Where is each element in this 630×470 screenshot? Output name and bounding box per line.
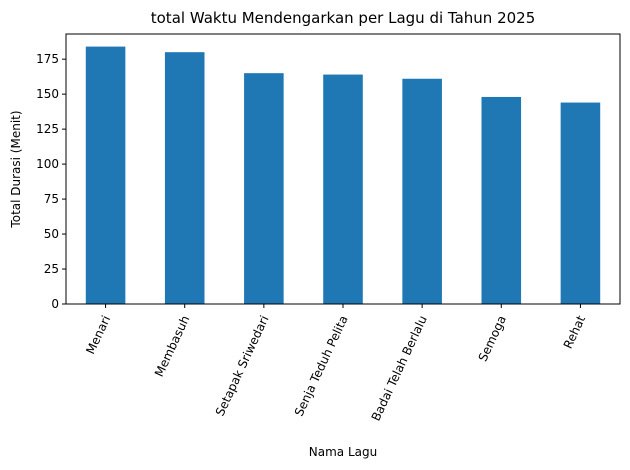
x-tick-label: Semoga (476, 313, 509, 363)
y-tick-label: 125 (36, 122, 59, 136)
y-tick-label: 0 (51, 297, 59, 311)
y-tick-label: 100 (36, 157, 59, 171)
y-tick-label: 75 (44, 192, 59, 206)
y-tick-label: 50 (44, 227, 59, 241)
x-tick-label: Rehat (561, 313, 589, 351)
y-tick-label: 25 (44, 262, 59, 276)
bar (323, 74, 363, 304)
bar (85, 46, 126, 305)
chart-title: total Waktu Mendengarkan per Lagu di Tah… (151, 9, 536, 27)
bar (481, 96, 522, 304)
x-tick-label: Membasuh (152, 313, 193, 379)
bar (164, 52, 205, 305)
x-axis-label: Nama Lagu (309, 445, 377, 459)
y-tick-label: 175 (36, 52, 59, 66)
x-tick-label: Senja Teduh Pelita (292, 313, 351, 418)
x-tick-label: Menari (83, 313, 113, 356)
x-tick-label: Setapak Sriwedari (213, 313, 272, 418)
y-axis-ticks: 0 25 50 75 100 125 150 175 (36, 52, 66, 311)
x-tick-label: Badai Telah Berlalu (369, 313, 430, 423)
x-axis-ticks: Menari Membasuh Setapak Sriwedari Senja Ted… (83, 304, 588, 423)
plot-frame (65, 33, 621, 305)
bar (560, 102, 601, 304)
bars-group (85, 46, 601, 305)
y-axis-label: Total Durasi (Menit) (9, 110, 23, 228)
bar (402, 78, 442, 304)
y-tick-label: 150 (36, 87, 59, 101)
bar (244, 73, 284, 304)
